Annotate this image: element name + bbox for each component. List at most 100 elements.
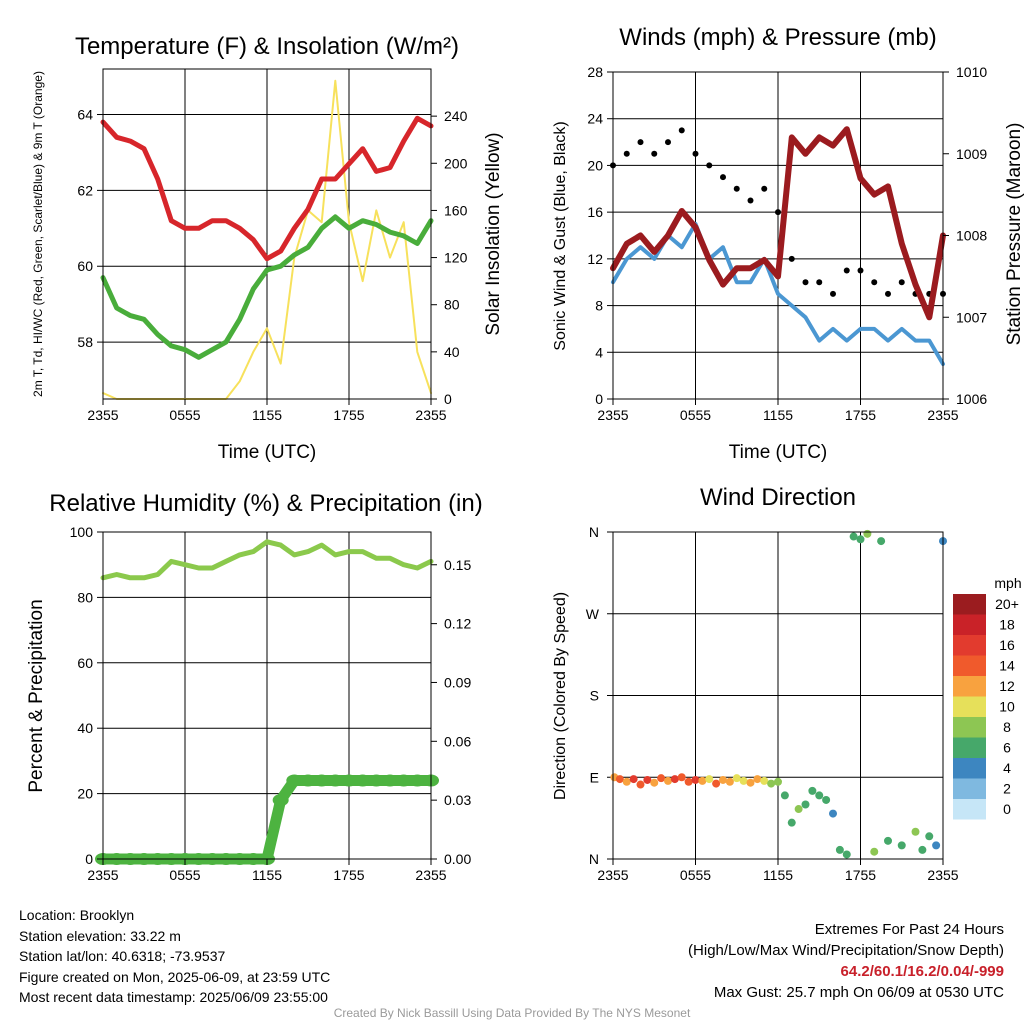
legend-label: 0 (1003, 801, 1011, 817)
direction-point (650, 778, 659, 787)
y-axis-label: 2m T, Td, HI/WC (Red, Green, Scarlet/Blu… (31, 71, 45, 397)
direction-point (643, 775, 652, 784)
y-tick-label: 0 (85, 851, 93, 867)
y-tick-label: 40 (77, 720, 93, 736)
direction-point (884, 836, 892, 845)
gust-point (761, 185, 768, 192)
gust-point (788, 255, 795, 262)
x-tick-label: 0555 (169, 407, 200, 423)
legend-label: 4 (1003, 760, 1011, 776)
temperature-line (100, 115, 434, 262)
panel-temperature: 58 60 62 64 0 40 80 120 160 200 240 2355 0555 1155 175… (31, 68, 504, 463)
recent-timestamp: Most recent data timestamp: 2025/06/09 2… (19, 989, 328, 1005)
y2-tick-label: 1006 (956, 391, 987, 407)
y-tick-label: 62 (77, 182, 93, 198)
direction-point (739, 776, 748, 785)
y-tick-label: 20 (77, 786, 93, 802)
legend-swatch (953, 737, 986, 758)
y-tick-label: 24 (587, 111, 603, 127)
gust-point (816, 279, 823, 286)
direction-point (753, 775, 762, 784)
direction-point (636, 780, 645, 789)
x-tick-label: 1155 (763, 867, 793, 883)
y2-tick-label: 40 (444, 344, 460, 360)
y-tick-label: 80 (77, 589, 93, 605)
station-info: Location: Brooklyn Station elevation: 33… (19, 905, 330, 1008)
x-tick-label: 2355 (597, 407, 628, 423)
y2-tick-label: 1010 (956, 64, 987, 80)
direction-point (684, 777, 693, 786)
max-gust: Max Gust: 25.7 mph On 06/09 at 0530 UTC (713, 984, 1004, 1001)
direction-point (712, 779, 721, 788)
direction-point (822, 795, 831, 804)
y-tick-label: E (590, 769, 599, 785)
y-axis-label: Percent & Precipitation (26, 599, 47, 792)
y2-tick-label: 0.15 (444, 557, 471, 573)
y-tick-label: 0 (595, 391, 603, 407)
x-tick-label: 2355 (415, 407, 446, 423)
x-tick-label: 0555 (680, 407, 711, 423)
y2-axis-label: Solar Insolation (Yellow) (483, 132, 504, 335)
y2-tick-label: 0 (444, 391, 452, 407)
y-axis-label: Direction (Colored By Speed) (552, 592, 569, 800)
y2-tick-label: 1007 (956, 309, 987, 325)
gust-point (857, 267, 864, 274)
direction-point (767, 779, 776, 788)
extremes-title: Extremes For Past 24 Hours (814, 921, 1004, 938)
x-tick-label: 1155 (252, 407, 282, 423)
gust-point (720, 174, 726, 181)
legend-swatch (953, 696, 986, 717)
direction-point (794, 805, 803, 814)
y-tick-label: 60 (77, 258, 93, 274)
direction-point (629, 775, 638, 784)
legend-label: 8 (1003, 719, 1011, 735)
x-tick-label: 1755 (845, 407, 876, 423)
legend-swatch (953, 594, 986, 615)
winds-panel-title: Winds (mph) & Pressure (mb) (619, 24, 936, 51)
direction-point (787, 818, 796, 827)
gust-point (898, 279, 905, 286)
humidity-line (100, 539, 434, 581)
direction-point (705, 775, 714, 784)
x-tick-label: 1755 (845, 867, 876, 883)
x-tick-label: 2355 (597, 867, 628, 883)
direction-point (698, 776, 707, 785)
x-axis-label: Time (UTC) (218, 442, 317, 463)
legend-title: mph (994, 575, 1021, 591)
y2-tick-label: 0.12 (444, 616, 471, 632)
direction-point (774, 777, 782, 786)
x-tick-label: 2355 (927, 407, 958, 423)
direction-point (732, 774, 741, 783)
gust-point (692, 150, 699, 157)
y-tick-label: W (586, 606, 600, 622)
legend-label: 6 (1003, 740, 1011, 756)
figure-created: Figure created on Mon, 2025-06-09, at 23… (19, 968, 331, 985)
x-tick-label: 0555 (680, 867, 711, 883)
legend-swatch (953, 758, 986, 779)
credit-line: Created By Nick Bassill Using Data Provi… (333, 1006, 691, 1020)
legend-label: 10 (999, 699, 1015, 715)
gust-point (651, 150, 658, 157)
legend-label: 2 (1003, 781, 1011, 797)
legend-swatch (953, 655, 986, 676)
x-tick-label: 1155 (252, 867, 282, 883)
pressure-line (610, 126, 946, 321)
legend-label: 12 (999, 678, 1015, 694)
temperature-panel-title: Temperature (F) & Insolation (W/m²) (75, 33, 459, 60)
gust-point (775, 209, 781, 216)
y-tick-label: 4 (595, 344, 603, 360)
gust-point (678, 127, 685, 134)
direction-point (829, 809, 837, 818)
legend-label: 14 (999, 658, 1015, 674)
x-tick-label: 2355 (927, 867, 958, 883)
direction-point (870, 847, 879, 856)
x-axis-label: Time (UTC) (729, 442, 828, 463)
direction-point (877, 537, 886, 546)
x-tick-label: 1755 (333, 867, 364, 883)
direction-point (746, 778, 755, 787)
gust-point (747, 197, 754, 204)
direction-point (815, 791, 824, 800)
gust-point (623, 150, 630, 157)
y-tick-label: N (589, 851, 599, 867)
